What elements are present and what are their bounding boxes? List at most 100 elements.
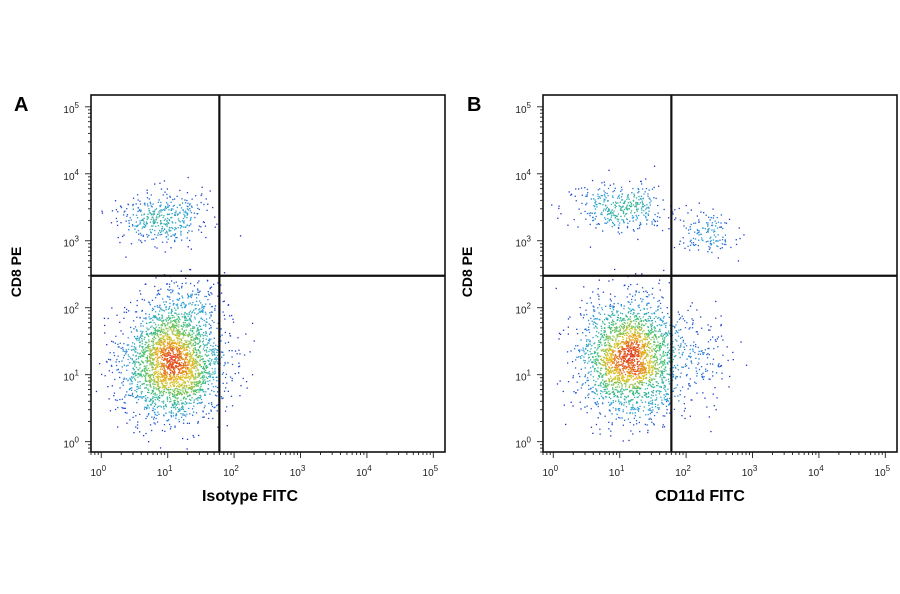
event-dot bbox=[140, 371, 142, 373]
event-dot bbox=[168, 312, 170, 314]
event-dot bbox=[197, 422, 199, 424]
event-dot bbox=[630, 210, 633, 212]
event-dot bbox=[717, 227, 719, 229]
event-dot bbox=[163, 354, 165, 356]
event-dot bbox=[151, 238, 153, 240]
event-dot bbox=[183, 343, 185, 345]
event-dot bbox=[161, 341, 163, 343]
x-tick-label: 104 bbox=[356, 464, 372, 479]
event-dot bbox=[578, 208, 580, 210]
event-dot bbox=[184, 343, 186, 346]
event-dot bbox=[164, 378, 167, 380]
event-dot bbox=[612, 391, 614, 394]
event-dot bbox=[627, 208, 629, 210]
event-dot bbox=[575, 200, 577, 202]
event-dot bbox=[578, 188, 580, 190]
event-dot bbox=[132, 362, 134, 364]
event-dot bbox=[144, 367, 146, 369]
event-dot bbox=[161, 324, 163, 326]
event-dot bbox=[180, 353, 182, 355]
event-dot bbox=[141, 309, 143, 312]
event-dot bbox=[148, 380, 150, 382]
event-dot bbox=[709, 243, 711, 245]
event-dot bbox=[615, 418, 617, 420]
event-dot bbox=[600, 194, 602, 197]
event-dot bbox=[665, 369, 667, 372]
event-dot bbox=[692, 319, 694, 322]
event-dot bbox=[612, 324, 614, 326]
event-dot bbox=[716, 216, 718, 219]
event-dot bbox=[593, 343, 595, 345]
event-dot bbox=[176, 353, 178, 355]
event-dot bbox=[568, 191, 570, 193]
event-dot bbox=[188, 303, 190, 305]
event-dot bbox=[172, 326, 175, 328]
event-dot bbox=[174, 233, 176, 236]
event-dot bbox=[190, 399, 192, 401]
event-dot bbox=[127, 394, 130, 396]
event-dot bbox=[115, 361, 117, 363]
event-dot bbox=[169, 396, 171, 399]
event-dot bbox=[601, 195, 603, 197]
event-dot bbox=[150, 380, 152, 382]
event-dot bbox=[205, 198, 207, 200]
event-dot bbox=[621, 404, 623, 406]
event-dot bbox=[193, 285, 195, 287]
event-dot bbox=[184, 356, 187, 358]
event-dot bbox=[186, 402, 188, 404]
event-dot bbox=[159, 371, 161, 373]
event-dot bbox=[154, 221, 156, 223]
event-dot bbox=[134, 379, 137, 381]
event-dot bbox=[213, 358, 216, 360]
event-dot bbox=[167, 373, 169, 375]
event-dot bbox=[637, 202, 639, 204]
event-dot bbox=[626, 204, 628, 206]
event-dot bbox=[180, 394, 182, 396]
event-dot bbox=[192, 339, 194, 341]
event-dot bbox=[178, 347, 180, 349]
event-dot bbox=[638, 191, 640, 193]
event-dot bbox=[585, 352, 587, 354]
event-dot bbox=[184, 315, 186, 318]
event-dot bbox=[153, 405, 155, 407]
event-dot bbox=[203, 374, 205, 377]
event-dot bbox=[174, 326, 176, 328]
event-dot bbox=[618, 197, 621, 199]
event-dot bbox=[157, 225, 160, 227]
event-dot bbox=[174, 362, 176, 364]
event-dot bbox=[238, 365, 241, 367]
event-dot bbox=[185, 361, 187, 363]
event-dot bbox=[647, 302, 649, 304]
event-dot bbox=[179, 224, 181, 227]
event-dot bbox=[189, 352, 192, 354]
event-dot bbox=[666, 408, 668, 411]
event-dot bbox=[181, 345, 183, 347]
event-dot bbox=[203, 346, 205, 348]
event-dot bbox=[624, 284, 626, 286]
event-dot bbox=[177, 356, 179, 358]
event-dot bbox=[657, 309, 659, 311]
event-dot bbox=[662, 424, 664, 426]
event-dot bbox=[175, 281, 177, 283]
event-dot bbox=[174, 391, 176, 393]
event-dot bbox=[198, 320, 201, 323]
event-dot bbox=[688, 383, 690, 385]
event-dot bbox=[174, 239, 176, 241]
event-dot bbox=[705, 231, 708, 234]
event-dot bbox=[577, 345, 579, 347]
event-dot bbox=[592, 216, 594, 219]
event-dot bbox=[151, 362, 154, 364]
event-dot bbox=[178, 418, 180, 421]
event-dot bbox=[200, 226, 202, 228]
event-dot bbox=[238, 349, 240, 351]
event-dot bbox=[724, 241, 727, 243]
event-dot bbox=[597, 370, 599, 373]
event-dot bbox=[621, 196, 623, 198]
event-dot bbox=[183, 213, 185, 216]
event-dot bbox=[165, 382, 167, 384]
event-dot bbox=[242, 377, 244, 380]
event-dot bbox=[200, 231, 203, 233]
event-dot bbox=[667, 363, 669, 365]
event-dot bbox=[597, 222, 600, 225]
event-dot bbox=[674, 348, 676, 350]
